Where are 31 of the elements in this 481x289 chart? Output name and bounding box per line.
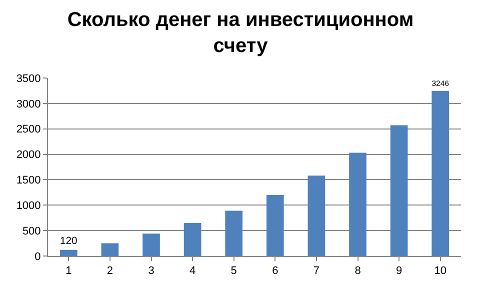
bar [225,210,243,256]
y-tick-label: 2500 [16,124,41,136]
chart-title: Сколько денег на инвестиционном счету [67,9,414,58]
x-tick-label: 5 [230,265,237,278]
y-tick-label: 2000 [16,149,41,162]
bar [432,90,450,256]
x-tick-label: 1 [66,265,72,278]
bar [390,125,408,256]
bar [184,222,202,256]
y-tick-label: 500 [22,225,41,238]
data-label: 3246 [432,78,450,88]
y-tick-label: 3500 [16,72,41,85]
bar [266,194,284,256]
y-tick-label: 3000 [16,98,41,110]
bar [60,250,78,256]
x-tick-label: 3 [148,265,154,278]
bar [101,243,119,256]
x-tick-label: 10 [434,265,446,278]
bar [308,176,326,256]
x-tick-label: 7 [313,265,320,278]
x-tick-label: 4 [189,265,196,278]
x-tick-label: 2 [106,265,114,278]
x-tick-label: 8 [354,265,361,278]
data-label: 120 [60,236,78,248]
y-tick-label: 1500 [16,174,41,187]
x-tick-label: 9 [396,265,402,278]
y-tick-label: 0 [34,250,41,263]
bar [349,152,366,256]
bar [142,234,160,256]
y-tick-label: 1000 [16,200,41,212]
x-tick-label: 6 [272,265,278,278]
